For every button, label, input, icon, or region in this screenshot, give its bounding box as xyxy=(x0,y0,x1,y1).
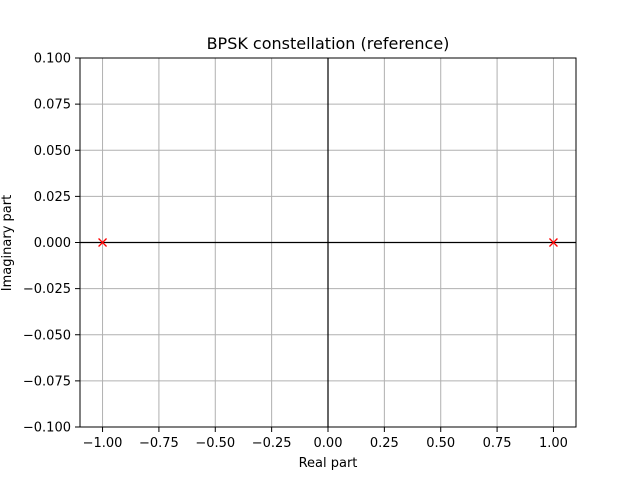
x-axis-ticks: −1.00 −0.75 −0.50 −0.25 0.00 0.25 0.50 0.75 1.00 xyxy=(83,427,568,451)
x-tick-label: 0.00 xyxy=(314,436,343,451)
y-axis-ticks: 0.100 0.075 0.050 0.025 0.000 −0.025 −0.050 −0.… xyxy=(23,52,80,436)
y-tick-label: −0.075 xyxy=(23,374,71,389)
y-tick-label: 0.025 xyxy=(34,190,71,205)
y-tick-label: 0.100 xyxy=(34,52,71,67)
constellation-point xyxy=(548,238,558,247)
data-points xyxy=(98,238,558,247)
x-tick-label: 1.00 xyxy=(539,436,568,451)
x-tick-label: −0.25 xyxy=(252,436,292,451)
x-tick-label: −0.75 xyxy=(139,436,179,451)
reference-lines xyxy=(80,58,576,427)
y-axis-label: Imaginary part xyxy=(0,195,15,291)
y-tick-label: 0.050 xyxy=(34,144,71,159)
x-tick-label: −0.50 xyxy=(195,436,235,451)
x-tick-label: −1.00 xyxy=(83,436,123,451)
y-tick-label: −0.050 xyxy=(23,328,71,343)
y-tick-label: −0.025 xyxy=(23,282,71,297)
chart-title: BPSK constellation (reference) xyxy=(207,34,450,53)
y-tick-label: 0.000 xyxy=(34,236,71,251)
constellation-point xyxy=(98,238,108,247)
y-tick-label: −0.100 xyxy=(23,421,71,436)
y-tick-label: 0.075 xyxy=(34,98,71,113)
x-axis-label: Real part xyxy=(299,456,358,471)
x-tick-label: 0.25 xyxy=(370,436,399,451)
x-tick-label: 0.75 xyxy=(483,436,512,451)
x-tick-label: 0.50 xyxy=(426,436,455,451)
